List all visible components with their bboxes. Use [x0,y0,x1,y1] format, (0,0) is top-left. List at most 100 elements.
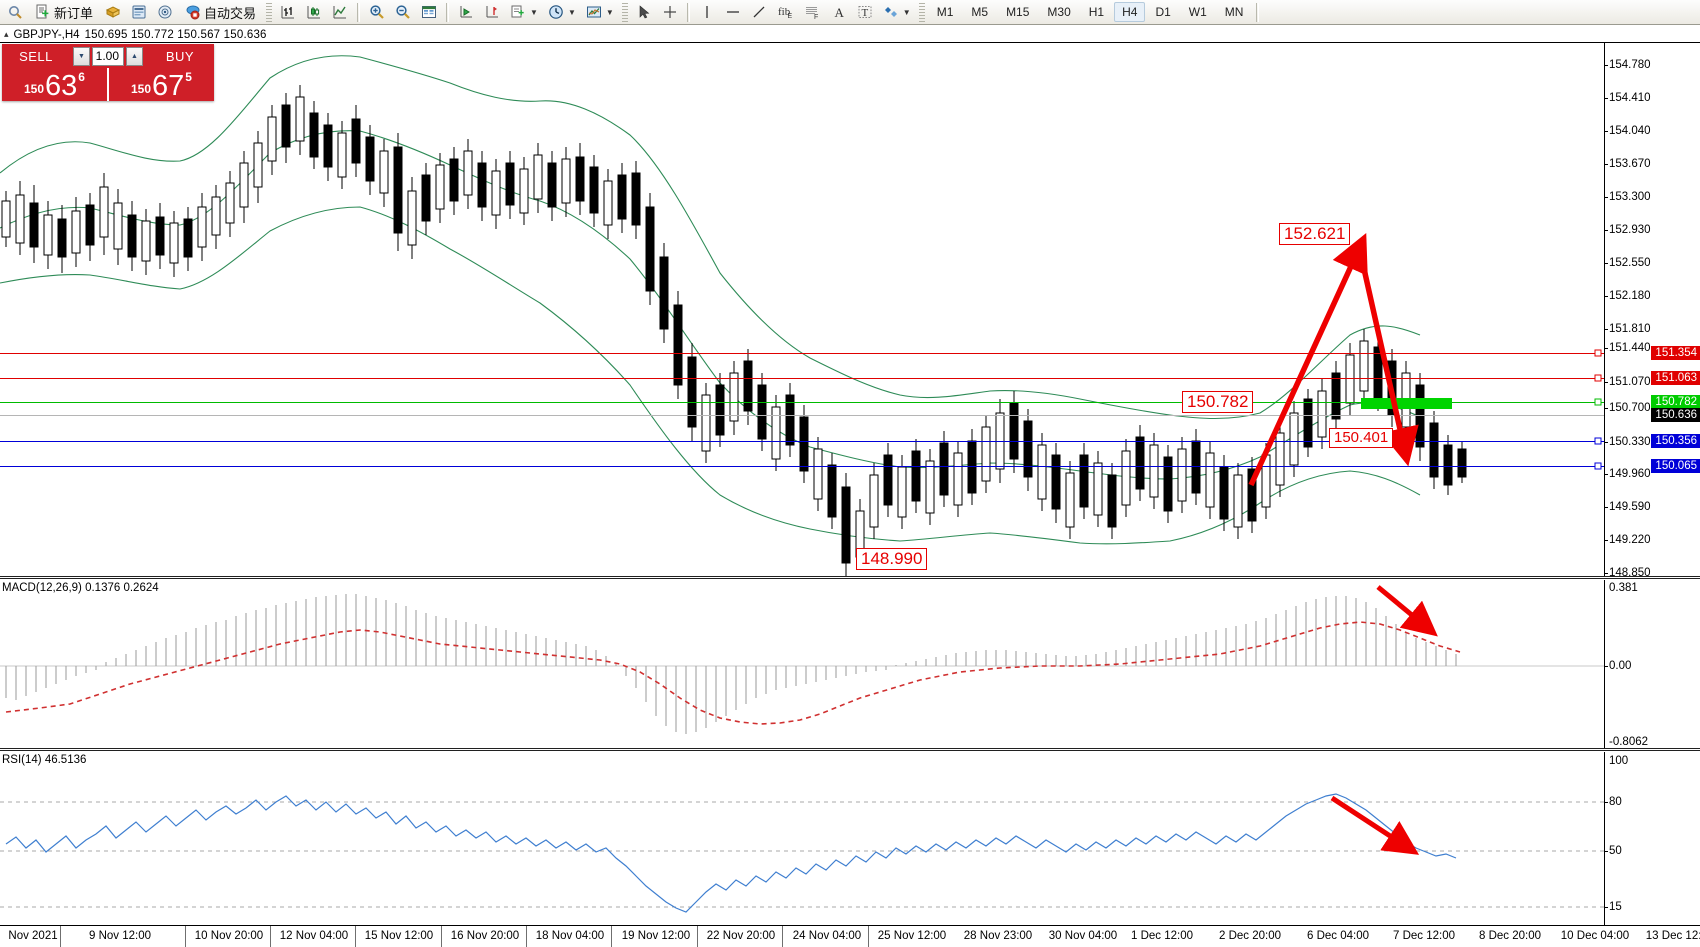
volume-input[interactable]: 1.00 [92,46,124,66]
rsi-axis-divider [1604,752,1605,925]
templates-caret-icon[interactable]: ▼ [530,7,538,17]
time-separator [782,926,783,947]
price-tag-150-356[interactable]: 150.356 [1651,434,1700,448]
templates-icon[interactable]: ▼ [506,1,542,23]
bar-chart-icon[interactable] [276,1,300,23]
macd-axis: 0.381 0.00 -0.8062 [1604,580,1700,748]
level-line-151-063[interactable] [0,378,1605,379]
chart-shift-icon[interactable] [454,1,478,23]
time-tick: 9 Nov 12:00 [88,930,152,942]
buy-button[interactable]: BUY [146,44,214,68]
crosshair-icon[interactable] [658,1,682,23]
time-tick: 1 Dec 12:00 [1130,930,1194,942]
toolbar-separator-2 [446,2,450,22]
timeframe-m5[interactable]: M5 [971,5,989,19]
period-icon[interactable]: ▼ [544,1,580,23]
time-tick: Nov 2021 [8,930,58,942]
sell-price-prefix: 150 [24,82,45,96]
cursor-crosshair-icon[interactable] [3,1,27,23]
level-line-151-354[interactable] [0,353,1605,354]
navigator-icon[interactable] [153,1,177,23]
text-label-icon[interactable]: T [853,1,877,23]
shapes-icon[interactable]: ▼ [879,1,915,23]
zoom-out-icon[interactable] [391,1,415,23]
timeframe-m30[interactable]: M30 [1047,5,1071,19]
vertical-line-icon[interactable] [695,1,719,23]
time-tick: 25 Nov 12:00 [877,930,947,942]
toolbar-grip-chart[interactable] [266,2,273,22]
price-tag-150-782[interactable]: 150.782 [1651,395,1700,409]
volume-control[interactable]: ▼ 1.00 ▲ [70,44,146,68]
pane-separator-rsi[interactable] [0,748,1700,751]
price-tag-151-063[interactable]: 151.063 [1651,371,1700,385]
time-axis[interactable]: Nov 2021 9 Nov 12:00 10 Nov 20:00 12 Nov… [0,925,1700,947]
market-watch-icon[interactable] [127,1,151,23]
pane-separator-macd[interactable] [0,576,1700,579]
expert-advisor-icon[interactable] [101,1,125,23]
volume-decrement-icon[interactable]: ▼ [73,46,90,66]
level-handle-151-063[interactable] [1594,374,1602,382]
indicators-icon[interactable]: ▼ [582,1,618,23]
swing-high-annotation[interactable]: 152.621 [1279,223,1351,245]
toolbar-grip-periods[interactable] [918,2,925,22]
price-axis[interactable]: 154.780 154.410 154.040 153.670 153.300 … [1604,43,1700,579]
new-order-button[interactable]: 新订单 [29,1,99,23]
sell-price-sup: 6 [78,70,85,84]
level-line-150-065[interactable] [0,466,1605,467]
price-tag-151-354[interactable]: 151.354 [1651,346,1700,360]
time-separator [270,926,271,947]
level-handle-150-782[interactable] [1594,398,1602,406]
time-separator [697,926,698,947]
timeframe-h1[interactable]: H1 [1088,5,1105,19]
price-tick: 151.810 [1604,323,1651,335]
price-tag-150-065[interactable]: 150.065 [1651,459,1700,473]
autotrading-button[interactable]: 自动交易 [179,1,262,23]
demand-zone-rectangle[interactable] [1361,398,1452,409]
sell-price-display[interactable]: 150 63 6 [2,68,109,101]
candlestick-chart-icon[interactable] [302,1,326,23]
fibonacci-icon[interactable]: fib E [773,1,798,23]
period-caret-icon[interactable]: ▼ [567,7,576,17]
indicators-caret-icon[interactable]: ▼ [605,7,614,17]
horizontal-line-icon[interactable] [721,1,745,23]
buy-price-big: 67 [152,70,185,102]
cursor-icon[interactable] [632,1,656,23]
data-window-icon[interactable] [417,1,441,23]
target-price-annotation[interactable]: 150.401 [1329,428,1394,448]
one-click-trading-panel[interactable]: SELL ▼ 1.00 ▲ BUY 150 63 6 150 67 5 [2,44,214,101]
price-tick: 153.670 [1604,158,1651,170]
rsi-tick: 80 [1604,796,1622,808]
timeframe-mn[interactable]: MN [1224,5,1244,19]
channel-icon[interactable]: F [800,1,825,23]
line-chart-icon[interactable] [328,1,352,23]
buy-price-display[interactable]: 150 67 5 [109,68,214,101]
volume-increment-icon[interactable]: ▲ [126,46,143,66]
sell-button[interactable]: SELL [2,44,70,68]
chart-symbol-header: ▴ GBPJPY-,H4 150.695 150.772 150.567 150… [0,27,1700,42]
support-price-annotation[interactable]: 150.782 [1182,391,1254,413]
swing-low-annotation[interactable]: 148.990 [856,548,928,570]
level-handle-150-356[interactable] [1594,437,1602,445]
level-line-150-356[interactable] [0,441,1605,442]
level-handle-151-354[interactable] [1594,349,1602,357]
time-tick: 2 Dec 20:00 [1218,930,1282,942]
auto-scroll-icon[interactable] [480,1,504,23]
text-icon[interactable]: A [827,1,851,23]
time-tick: 10 Dec 04:00 [1560,930,1630,942]
toolbar-grip-tools[interactable] [621,2,628,22]
timeframe-d1[interactable]: D1 [1155,5,1171,19]
macd-pane: MACD(12,26,9) 0.1376 0.2624 [0,580,1700,748]
rsi-tick: 50 [1604,845,1622,857]
time-tick: 15 Nov 12:00 [364,930,434,942]
shapes-caret-icon[interactable]: ▼ [902,7,911,17]
level-line-150-782[interactable] [0,402,1605,403]
zoom-in-icon[interactable] [365,1,389,23]
time-tick: 22 Nov 20:00 [706,930,776,942]
timeframe-h4[interactable]: H4 [1114,2,1146,22]
level-handle-150-065[interactable] [1594,462,1602,470]
timeframe-w1[interactable]: W1 [1188,5,1207,19]
trend-line-icon[interactable] [747,1,771,23]
timeframe-m1[interactable]: M1 [936,5,954,19]
timeframe-m15[interactable]: M15 [1006,5,1030,19]
macd-tick: 0.00 [1604,660,1631,672]
